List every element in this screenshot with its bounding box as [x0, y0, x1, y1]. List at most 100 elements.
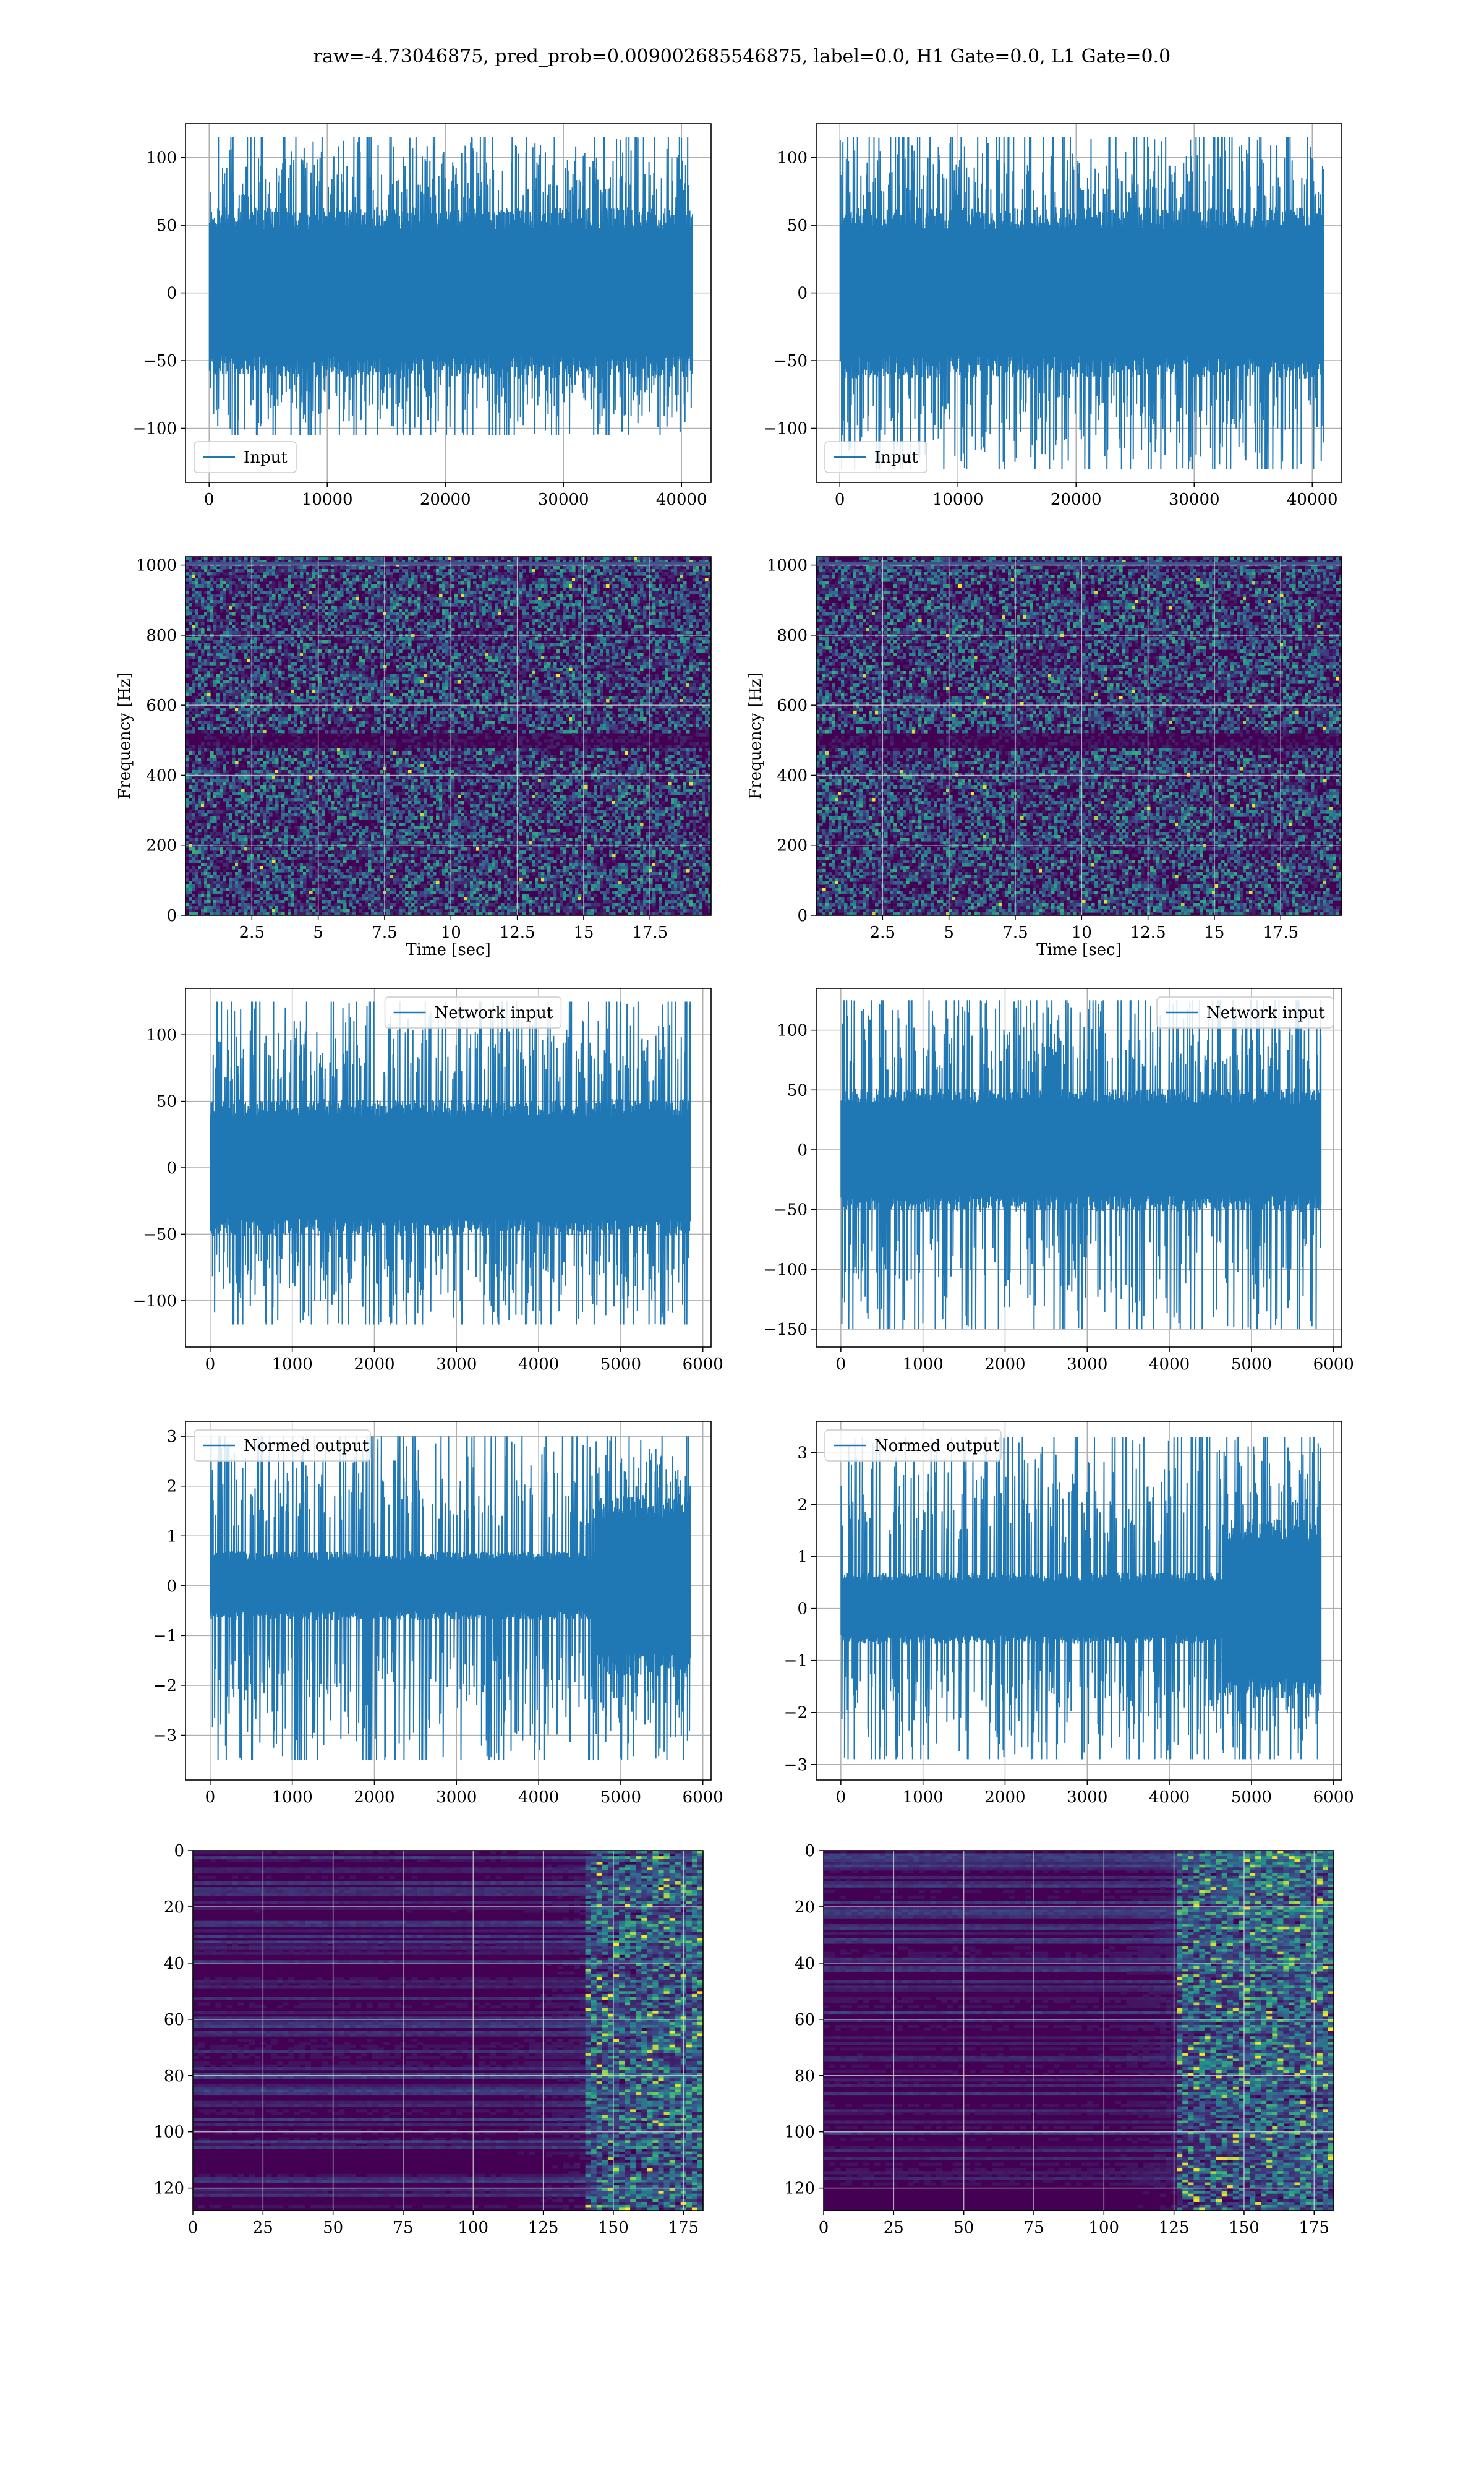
- heatmap-cell: [655, 637, 659, 641]
- heatmap-cell: [683, 603, 687, 607]
- heatmap-cell: [359, 618, 362, 622]
- heatmap-cell: [501, 622, 505, 625]
- heatmap-cell: [297, 591, 301, 594]
- heatmap-cell: [606, 597, 610, 601]
- heatmap-cell: [522, 594, 526, 597]
- heatmap-cell: [291, 566, 294, 570]
- heatmap-cell: [213, 622, 217, 625]
- heatmap-cell: [318, 600, 322, 604]
- heatmap-cell: [584, 628, 588, 631]
- heatmap-cell: [340, 566, 344, 570]
- heatmap-cell: [529, 628, 532, 631]
- heatmap-cell: [297, 628, 301, 631]
- heatmap-cell: [683, 628, 687, 631]
- heatmap-cell: [424, 591, 427, 594]
- heatmap-cell: [436, 606, 440, 610]
- heatmap-cell: [618, 578, 622, 582]
- heatmap-cell: [467, 637, 471, 641]
- heatmap-cell: [207, 634, 211, 638]
- heatmap-cell: [352, 572, 356, 576]
- heatmap-cell: [241, 600, 245, 604]
- heatmap-cell: [414, 581, 418, 585]
- heatmap-cell: [346, 640, 350, 644]
- heatmap-cell: [220, 569, 223, 573]
- heatmap-cell: [300, 631, 304, 635]
- heatmap-cell: [254, 572, 257, 576]
- heatmap-cell: [195, 631, 198, 635]
- heatmap-cell: [390, 603, 393, 607]
- heatmap-cell: [229, 572, 232, 576]
- heatmap-cell: [241, 597, 245, 601]
- heatmap-cell: [680, 631, 684, 635]
- heatmap-cell: [356, 625, 359, 628]
- heatmap-cell: [668, 591, 672, 594]
- heatmap-cell: [634, 622, 638, 625]
- heatmap-cell: [482, 569, 486, 573]
- heatmap-cell: [686, 615, 690, 619]
- heatmap-cell: [424, 600, 427, 604]
- heatmap-cell: [572, 603, 576, 607]
- heatmap-cell: [686, 603, 690, 607]
- heatmap-cell: [652, 609, 656, 613]
- heatmap-cell: [306, 578, 310, 582]
- heatmap-cell: [427, 637, 430, 641]
- heatmap-cell: [427, 628, 430, 631]
- heatmap-cell: [306, 584, 310, 588]
- heatmap-cell: [473, 634, 477, 638]
- heatmap-cell: [189, 578, 192, 582]
- heatmap-cell: [189, 643, 192, 647]
- heatmap-cell: [411, 612, 415, 616]
- heatmap-cell: [485, 588, 489, 591]
- heatmap-cell: [535, 597, 539, 601]
- heatmap-cell: [210, 600, 214, 604]
- heatmap-cell: [192, 588, 195, 591]
- heatmap-cell: [652, 597, 656, 601]
- heatmap-cell: [343, 625, 347, 628]
- heatmap-cell: [612, 618, 616, 622]
- heatmap-cell: [223, 631, 226, 635]
- heatmap-cell: [674, 628, 678, 631]
- heatmap-cell: [238, 594, 242, 597]
- heatmap-cell: [615, 609, 619, 613]
- heatmap-cell: [229, 606, 232, 610]
- heatmap-cell: [702, 637, 706, 641]
- heatmap-cell: [247, 572, 251, 576]
- heatmap-cell: [220, 640, 223, 644]
- heatmap-cell: [566, 615, 569, 619]
- heatmap-cell: [451, 584, 455, 588]
- heatmap-cell: [284, 597, 288, 601]
- heatmap-cell: [597, 566, 600, 570]
- heatmap-cell: [223, 572, 226, 576]
- heatmap-cell: [553, 603, 557, 607]
- heatmap-cell: [492, 643, 495, 647]
- heatmap-cell: [535, 609, 539, 613]
- heatmap-cell: [705, 609, 709, 613]
- heatmap-cell: [352, 594, 356, 597]
- heatmap-cell: [659, 594, 662, 597]
- figure-title: raw=-4.73046875, pred_prob=0.00900268554…: [313, 46, 1171, 67]
- heatmap-cell: [482, 634, 486, 638]
- heatmap-cell: [581, 628, 585, 631]
- heatmap-cell: [671, 597, 675, 601]
- heatmap-cell: [284, 578, 288, 582]
- heatmap-cell: [652, 575, 656, 579]
- heatmap-cell: [393, 615, 396, 619]
- heatmap-cell: [556, 597, 560, 601]
- heatmap-cell: [594, 578, 597, 582]
- heatmap-cell: [677, 566, 681, 570]
- heatmap-cell: [226, 640, 229, 644]
- heatmap-cell: [662, 609, 665, 613]
- heatmap-cell: [405, 606, 409, 610]
- heatmap-cell: [257, 609, 260, 613]
- heatmap-cell: [597, 594, 600, 597]
- heatmap-cell: [254, 628, 257, 631]
- heatmap-cell: [550, 597, 554, 601]
- heatmap-cell: [510, 591, 514, 594]
- heatmap-cell: [615, 557, 619, 560]
- heatmap-cell: [659, 566, 662, 570]
- heatmap-cell: [420, 603, 424, 607]
- heatmap-cell: [526, 606, 529, 610]
- heatmap-cell: [470, 572, 474, 576]
- heatmap-cell: [312, 572, 316, 576]
- heatmap-cell: [538, 557, 542, 560]
